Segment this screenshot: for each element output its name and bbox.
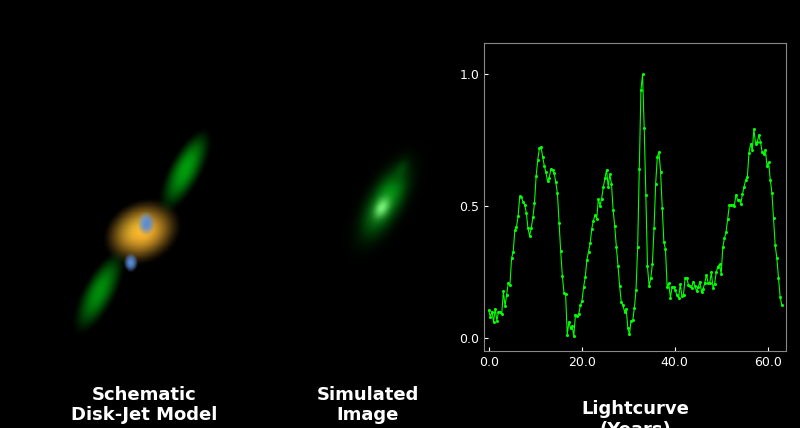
Text: Lightcurve
(Years): Lightcurve (Years) bbox=[582, 400, 689, 428]
Text: Schematic
Disk-Jet Model: Schematic Disk-Jet Model bbox=[71, 386, 217, 424]
Text: Simulated
Image: Simulated Image bbox=[317, 386, 419, 424]
